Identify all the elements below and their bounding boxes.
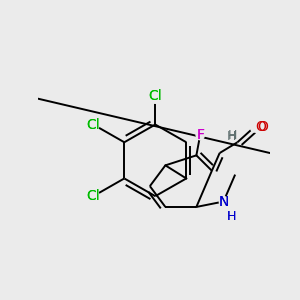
Circle shape (88, 117, 99, 132)
Text: F: F (196, 128, 204, 142)
Circle shape (196, 129, 204, 140)
Text: N: N (218, 195, 229, 208)
Text: N: N (218, 195, 229, 208)
Text: H: H (226, 211, 236, 224)
Text: Cl: Cl (86, 189, 100, 203)
Text: O: O (256, 120, 266, 134)
Text: O: O (257, 120, 268, 134)
Text: H: H (226, 211, 236, 224)
Text: Cl: Cl (86, 189, 100, 203)
Text: Cl: Cl (86, 118, 100, 131)
Text: H: H (227, 130, 236, 143)
Circle shape (149, 89, 161, 103)
Circle shape (219, 196, 228, 207)
Circle shape (250, 122, 259, 132)
Text: Cl: Cl (86, 118, 100, 131)
Text: Cl: Cl (148, 89, 162, 103)
Text: Cl: Cl (148, 89, 162, 103)
Circle shape (88, 189, 99, 203)
Text: H: H (228, 128, 237, 142)
Text: F: F (196, 128, 204, 142)
